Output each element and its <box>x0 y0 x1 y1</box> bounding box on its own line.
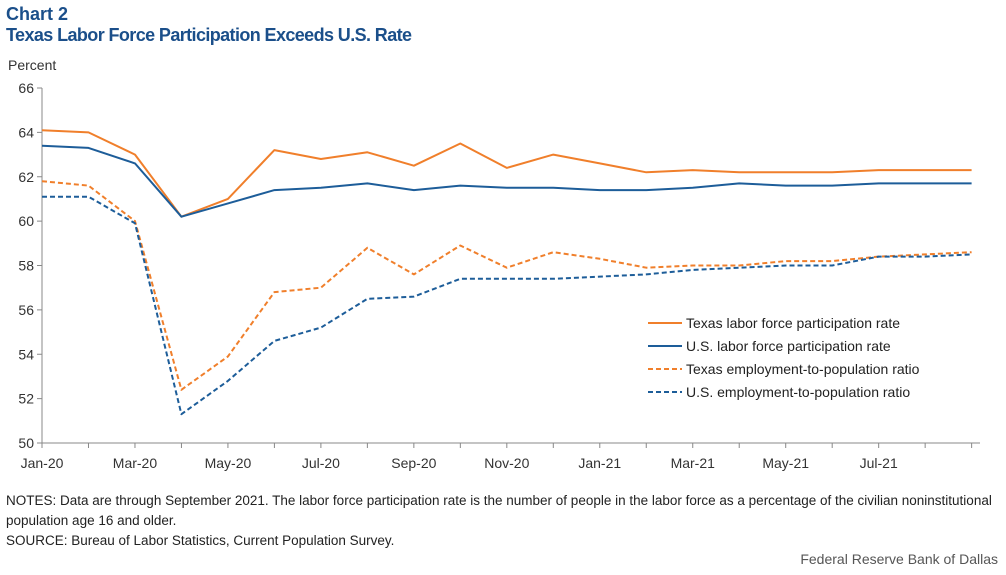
legend-label-2: U.S. labor force participation rate <box>686 338 891 354</box>
notes-text: NOTES: Data are through September 2021. … <box>6 493 992 528</box>
x-tick-label: May-20 <box>205 455 252 471</box>
x-tick-label: Sep-20 <box>391 455 436 471</box>
chart-number: Chart 2 <box>6 4 69 24</box>
x-tick-label: Jan-21 <box>578 455 621 471</box>
y-tick-label: 50 <box>18 435 34 451</box>
chart-title: Texas Labor Force Participation Exceeds … <box>6 25 412 45</box>
series-line-4 <box>42 195 972 416</box>
x-tick-label: Nov-20 <box>484 455 529 471</box>
chart-legend: Texas labor force participation rate U.S.… <box>648 315 920 400</box>
y-tick-label: 60 <box>18 213 34 229</box>
line-chart: 50 52 54 56 58 60 62 64 66 Jan-20 Mar-20 May-20 Jul-… <box>18 80 980 471</box>
y-tick-label: 54 <box>18 346 34 362</box>
y-tick-label: 66 <box>18 80 34 96</box>
series-line-1 <box>41 129 972 218</box>
x-tick-label: Jul-20 <box>302 455 340 471</box>
chart-series <box>41 129 972 416</box>
y-tick-label: 58 <box>18 258 34 274</box>
source-text: SOURCE: Bureau of Labor Statistics, Curr… <box>6 533 395 548</box>
y-tick-label: 64 <box>18 124 34 140</box>
chart-axes: 50 52 54 56 58 60 62 64 66 Jan-20 Mar-20 May-20 Jul-… <box>18 80 980 471</box>
legend-label-4: U.S. employment-to-population ratio <box>686 384 910 400</box>
x-tick-label: Mar-20 <box>113 455 158 471</box>
x-tick-label: May-21 <box>762 455 809 471</box>
series-line-3 <box>41 180 972 391</box>
chart-notes: NOTES: Data are through September 2021. … <box>6 491 996 551</box>
y-tick-label: 52 <box>18 391 34 407</box>
series-line-2 <box>41 144 972 218</box>
legend-label-3: Texas employment-to-population ratio <box>686 361 920 377</box>
x-tick-label: Jul-21 <box>860 455 898 471</box>
x-tick-label: Mar-21 <box>671 455 716 471</box>
y-axis-unit-label: Percent <box>8 57 57 73</box>
x-tick-label: Jan-20 <box>21 455 64 471</box>
title-block: Chart 2 Texas Labor Force Participation … <box>6 4 412 46</box>
credit-text: Federal Reserve Bank of Dallas <box>800 551 998 567</box>
y-tick-label: 62 <box>18 169 34 185</box>
legend-label-1: Texas labor force participation rate <box>686 315 900 331</box>
y-tick-label: 56 <box>18 302 34 318</box>
